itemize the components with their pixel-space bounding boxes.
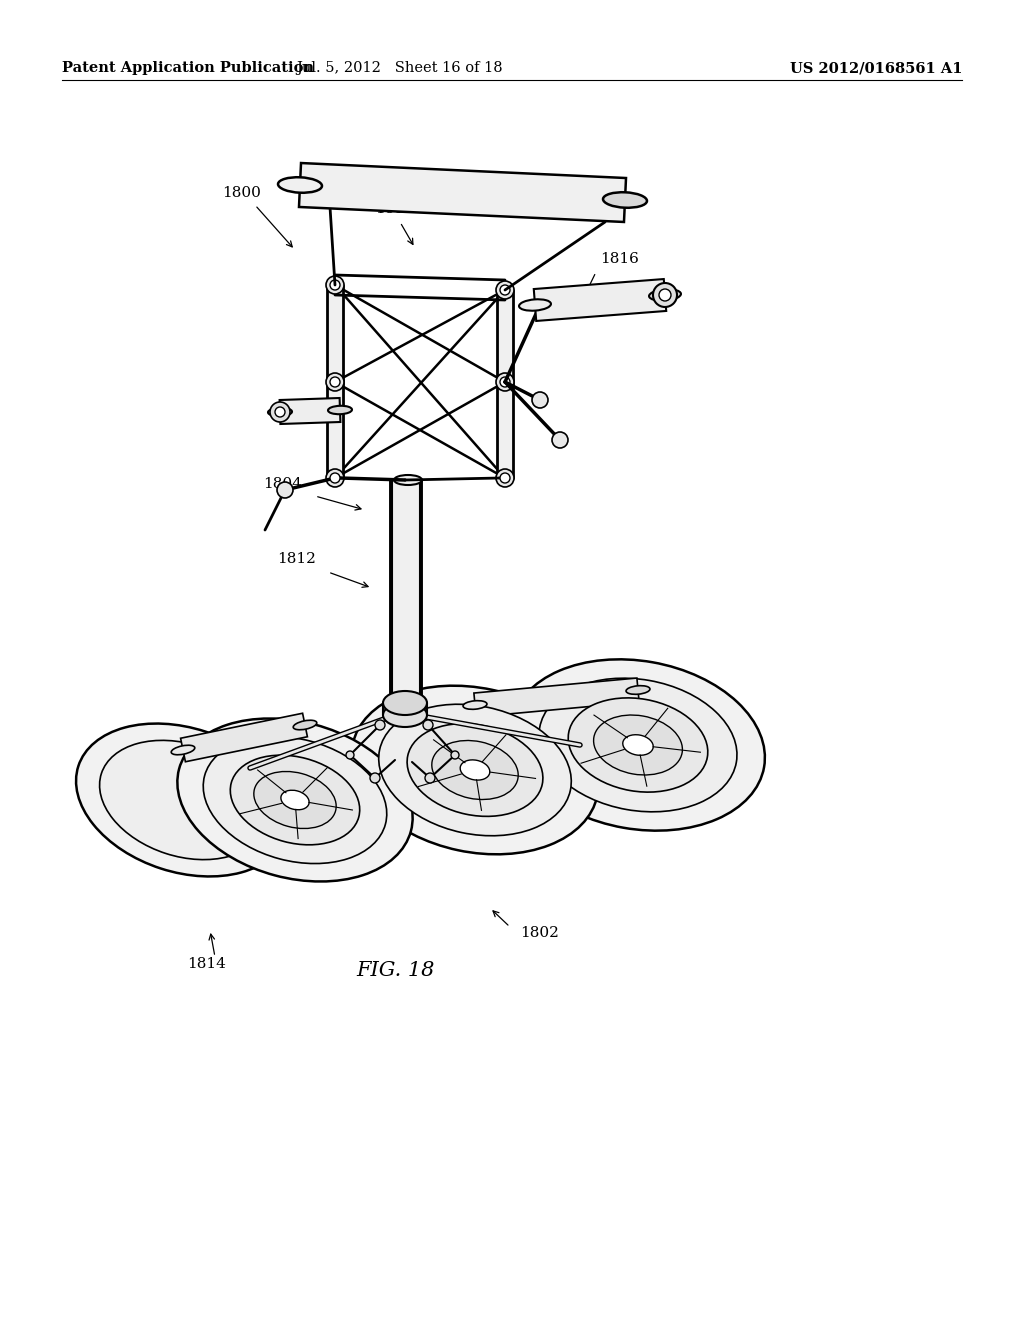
Ellipse shape (351, 685, 598, 854)
Circle shape (500, 285, 510, 294)
Polygon shape (280, 399, 340, 424)
Circle shape (496, 281, 514, 300)
Ellipse shape (603, 193, 647, 207)
Ellipse shape (394, 475, 422, 484)
Ellipse shape (279, 177, 322, 193)
Ellipse shape (408, 723, 543, 816)
Text: 1812: 1812 (278, 552, 316, 566)
Text: 1800: 1800 (222, 186, 261, 201)
Text: 1816: 1816 (600, 252, 639, 267)
Ellipse shape (268, 408, 292, 416)
Text: US 2012/0168561 A1: US 2012/0168561 A1 (790, 61, 962, 75)
Ellipse shape (519, 300, 551, 310)
Ellipse shape (383, 704, 427, 727)
Ellipse shape (511, 660, 765, 830)
Ellipse shape (432, 741, 518, 800)
Ellipse shape (649, 289, 681, 301)
Text: FIG. 18: FIG. 18 (355, 961, 434, 979)
Text: 1814: 1814 (187, 957, 226, 972)
Ellipse shape (293, 721, 316, 730)
Circle shape (326, 374, 344, 391)
Polygon shape (534, 279, 667, 321)
Ellipse shape (76, 723, 290, 876)
Ellipse shape (171, 746, 195, 755)
Text: 1810: 1810 (376, 202, 415, 216)
Ellipse shape (460, 760, 489, 780)
Circle shape (496, 469, 514, 487)
Circle shape (500, 378, 510, 387)
Ellipse shape (177, 718, 413, 882)
Bar (327, 285, 343, 478)
Circle shape (270, 403, 290, 422)
Ellipse shape (463, 701, 487, 709)
Circle shape (500, 473, 510, 483)
Ellipse shape (328, 405, 352, 414)
Text: 1802: 1802 (520, 927, 559, 940)
Text: Patent Application Publication: Patent Application Publication (62, 61, 314, 75)
Ellipse shape (99, 741, 266, 859)
Polygon shape (474, 678, 639, 717)
Circle shape (330, 280, 340, 290)
Circle shape (659, 289, 671, 301)
Circle shape (330, 473, 340, 483)
Bar (392, 480, 420, 715)
Ellipse shape (626, 685, 650, 694)
Circle shape (275, 407, 285, 417)
Circle shape (653, 282, 677, 308)
Bar (497, 290, 513, 478)
Circle shape (423, 719, 433, 730)
Ellipse shape (281, 791, 309, 809)
Circle shape (375, 719, 385, 730)
Circle shape (278, 482, 293, 498)
Polygon shape (299, 164, 626, 222)
Text: Jul. 5, 2012   Sheet 16 of 18: Jul. 5, 2012 Sheet 16 of 18 (297, 61, 504, 75)
Ellipse shape (230, 755, 359, 845)
Polygon shape (180, 713, 307, 762)
Text: 1804: 1804 (263, 477, 302, 491)
Ellipse shape (568, 698, 708, 792)
Circle shape (532, 392, 548, 408)
Ellipse shape (391, 710, 419, 719)
Circle shape (346, 751, 354, 759)
Ellipse shape (539, 678, 737, 812)
Circle shape (425, 774, 435, 783)
Ellipse shape (254, 771, 336, 829)
Ellipse shape (623, 735, 653, 755)
Ellipse shape (203, 737, 387, 863)
Circle shape (451, 751, 459, 759)
Ellipse shape (383, 690, 427, 715)
Circle shape (326, 276, 344, 294)
Circle shape (330, 378, 340, 387)
Circle shape (370, 774, 380, 783)
Ellipse shape (594, 715, 682, 775)
Circle shape (496, 374, 514, 391)
Ellipse shape (379, 705, 571, 836)
Circle shape (552, 432, 568, 447)
Circle shape (326, 469, 344, 487)
